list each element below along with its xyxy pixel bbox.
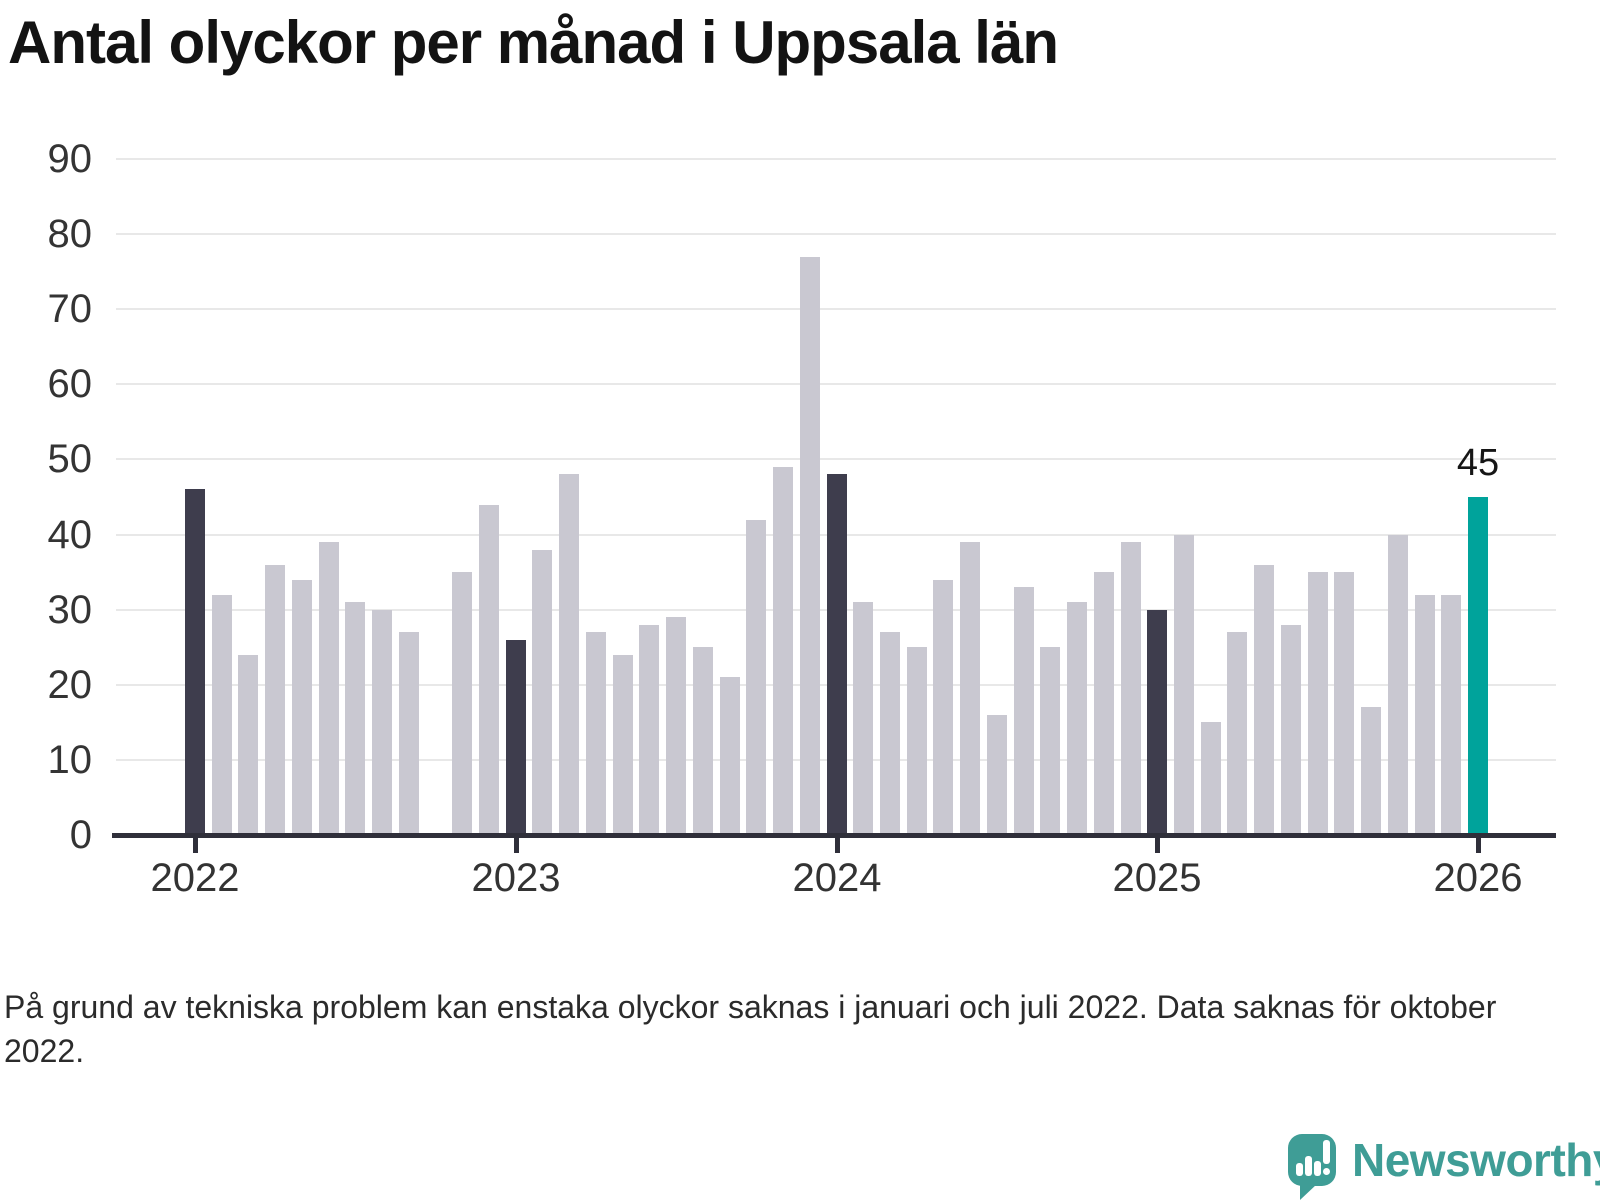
bar-2023-06 bbox=[639, 625, 659, 835]
y-axis-label-0: 0 bbox=[69, 813, 92, 857]
chart-title: Antal olyckor per månad i Uppsala län bbox=[8, 9, 1059, 76]
x-axis-line bbox=[112, 833, 1556, 838]
bar-2025-05 bbox=[1254, 565, 1274, 835]
bar-2024-07 bbox=[987, 715, 1007, 835]
bar-2023-04 bbox=[586, 632, 606, 835]
bar-2025-10 bbox=[1388, 535, 1408, 835]
newsworthy-speech-bubble-barchart-icon bbox=[1288, 1134, 1338, 1200]
x-axis-tick-2025 bbox=[1155, 838, 1160, 853]
y-axis-label-10: 10 bbox=[47, 738, 93, 782]
y-axis-label-90: 90 bbox=[47, 137, 93, 181]
gridline-80 bbox=[116, 233, 1556, 235]
y-axis-label-30: 30 bbox=[47, 588, 93, 632]
bar-2023-11 bbox=[773, 467, 793, 835]
bar-2022-09 bbox=[399, 632, 419, 835]
bar-2022-03 bbox=[238, 655, 258, 835]
bar-2023-01 bbox=[506, 640, 526, 835]
bar-2022-06 bbox=[319, 542, 339, 835]
bar-2025-12 bbox=[1441, 595, 1461, 835]
logo-exclamation-dot bbox=[1323, 1168, 1330, 1175]
bar-2025-08 bbox=[1334, 572, 1354, 835]
y-axis-label-50: 50 bbox=[47, 437, 93, 481]
bar-2025-09 bbox=[1361, 707, 1381, 835]
bar-2022-04 bbox=[265, 565, 285, 835]
bar-2022-11 bbox=[452, 572, 472, 835]
logo-exclamation-bar bbox=[1323, 1140, 1330, 1164]
bar-2024-05 bbox=[933, 580, 953, 835]
y-axis-label-70: 70 bbox=[47, 287, 93, 331]
bar-2024-06 bbox=[960, 542, 980, 835]
bar-2024-03 bbox=[880, 632, 900, 835]
bar-2024-10 bbox=[1067, 602, 1087, 835]
x-axis-tick-2026 bbox=[1476, 838, 1481, 853]
y-axis-label-80: 80 bbox=[47, 212, 93, 256]
bar-2024-11 bbox=[1094, 572, 1114, 835]
newsworthy-wordmark: Newsworthy bbox=[1352, 1134, 1600, 1186]
bar-2024-12 bbox=[1121, 542, 1141, 835]
x-axis-label-2026: 2026 bbox=[1433, 856, 1523, 900]
bar-2025-02 bbox=[1174, 535, 1194, 835]
chart-footnote: På grund av tekniska problem kan enstaka… bbox=[4, 989, 1497, 1069]
logo-mini-bar-2 bbox=[1305, 1156, 1312, 1176]
gridline-90 bbox=[116, 158, 1556, 160]
bar-2023-05 bbox=[613, 655, 633, 835]
bar-2023-03 bbox=[559, 474, 579, 835]
bar-2025-07 bbox=[1308, 572, 1328, 835]
x-axis-tick-2023 bbox=[514, 838, 519, 853]
bar-2023-08 bbox=[693, 647, 713, 835]
newsworthy-logo: Newsworthy bbox=[1288, 1130, 1600, 1200]
gridline-60 bbox=[116, 383, 1556, 385]
bar-2023-02 bbox=[532, 550, 552, 835]
bar-2022-07 bbox=[345, 602, 365, 835]
bar-2024-01 bbox=[827, 474, 847, 835]
bar-2024-08 bbox=[1014, 587, 1034, 835]
bar-2024-09 bbox=[1040, 647, 1060, 835]
bar-2022-05 bbox=[292, 580, 312, 835]
bar-2026-01 bbox=[1468, 497, 1488, 835]
bar-2025-06 bbox=[1281, 625, 1301, 835]
bar-2023-12 bbox=[800, 257, 820, 835]
bar-2024-04 bbox=[907, 647, 927, 835]
bar-2025-01 bbox=[1147, 610, 1167, 835]
bar-2025-11 bbox=[1415, 595, 1435, 835]
bar-2024-02 bbox=[853, 602, 873, 835]
y-axis-label-20: 20 bbox=[47, 663, 93, 707]
bar-2022-08 bbox=[372, 610, 392, 835]
value-annotation: 45 bbox=[1456, 442, 1500, 484]
x-axis-label-2024: 2024 bbox=[792, 856, 882, 900]
bar-2023-09 bbox=[720, 677, 740, 835]
bar-2025-04 bbox=[1227, 632, 1247, 835]
x-axis-label-2023: 2023 bbox=[471, 856, 561, 900]
bar-2022-02 bbox=[212, 595, 232, 835]
x-axis-label-2025: 2025 bbox=[1112, 856, 1202, 900]
bar-2022-12 bbox=[479, 505, 499, 835]
gridline-50 bbox=[116, 458, 1556, 460]
x-axis-tick-2022 bbox=[193, 838, 198, 853]
y-axis-label-40: 40 bbox=[47, 513, 93, 557]
bar-2025-03 bbox=[1201, 722, 1221, 835]
logo-mini-bar-1 bbox=[1296, 1163, 1303, 1176]
bar-2023-10 bbox=[746, 520, 766, 835]
bar-2023-07 bbox=[666, 617, 686, 835]
logo-bubble-tail bbox=[1300, 1184, 1317, 1200]
y-axis-label-60: 60 bbox=[47, 362, 93, 406]
x-axis-label-2022: 2022 bbox=[150, 856, 240, 900]
bar-2022-01 bbox=[185, 489, 205, 835]
x-axis-tick-2024 bbox=[835, 838, 840, 853]
logo-mini-bar-3 bbox=[1314, 1161, 1321, 1176]
gridline-70 bbox=[116, 308, 1556, 310]
